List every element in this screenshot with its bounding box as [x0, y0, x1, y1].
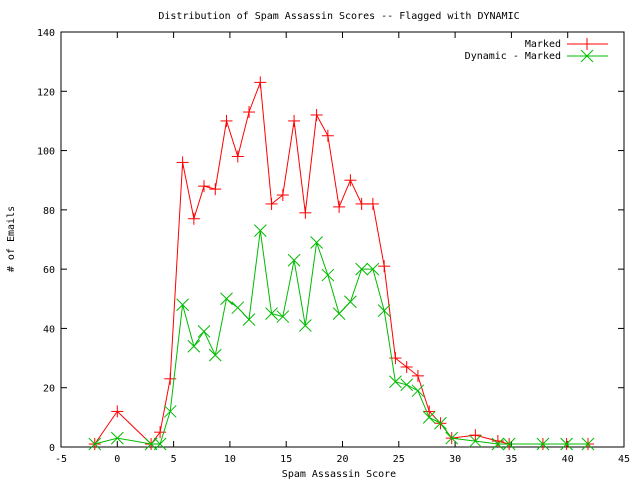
y-tick-label: 80	[43, 206, 55, 217]
series-2-point	[321, 268, 335, 282]
series-2-point	[298, 319, 312, 332]
series-1-point	[310, 109, 323, 121]
series-2-point	[536, 437, 550, 451]
x-axis: -5 0 5 10 15 20 25 30 35 40 45	[55, 32, 630, 465]
series-1-point	[423, 405, 436, 418]
series-2-point	[422, 411, 436, 424]
legend-label: Marked	[525, 39, 561, 50]
x-tick-label: 10	[224, 454, 236, 465]
x-axis-label: Spam Assassin Score	[282, 469, 396, 480]
series-1	[88, 76, 594, 451]
series-2-point	[332, 307, 346, 320]
series-1-point	[344, 174, 357, 187]
series-2-point	[176, 298, 189, 312]
series-1-point	[366, 197, 379, 210]
y-axis-label: # of Emails	[6, 206, 17, 272]
y-tick-label: 140	[37, 28, 55, 39]
series-1-point	[243, 106, 256, 119]
series-1-point	[111, 405, 124, 418]
series-1-point	[254, 76, 267, 89]
series-1-point	[321, 129, 334, 142]
chart-title: Distribution of Spam Assassin Scores -- …	[158, 11, 519, 22]
series-2-point	[187, 339, 201, 353]
series-1-point	[187, 212, 200, 225]
series-2-point	[581, 437, 595, 451]
series-2-point	[434, 416, 447, 430]
legend-label: Dynamic - Marked	[465, 51, 561, 62]
series-2-point	[287, 253, 301, 267]
series-2-point	[344, 295, 357, 309]
series-2-point	[310, 236, 323, 249]
series-2-point	[445, 431, 459, 445]
series-2-point	[276, 310, 290, 323]
series-2-point	[242, 313, 256, 326]
series-2-point	[469, 434, 482, 448]
y-tick-label: 40	[43, 324, 55, 335]
series-1-point	[411, 369, 424, 382]
series-2-line	[94, 230, 588, 445]
series-2-point	[197, 325, 211, 338]
x-tick-label: 15	[280, 454, 292, 465]
series-1-point	[220, 114, 233, 127]
series-1-point	[333, 200, 346, 213]
series-2-point	[355, 262, 368, 276]
series-1-point	[209, 183, 222, 196]
y-tick-label: 60	[43, 265, 55, 276]
series-1-point	[469, 429, 482, 442]
x-tick-label: 5	[171, 454, 177, 465]
series-2-point	[88, 437, 102, 451]
series-2-point	[377, 304, 391, 317]
series-2	[88, 224, 595, 451]
x-tick-label: 20	[336, 454, 348, 465]
y-tick-label: 100	[37, 147, 55, 158]
series-2-point	[144, 437, 158, 451]
series-2-point	[265, 307, 278, 320]
x-tick-label: 30	[449, 454, 461, 465]
x-tick-label: 35	[505, 454, 517, 465]
series-2-point	[491, 437, 505, 451]
series-2-point	[253, 224, 267, 237]
series-1-line	[94, 82, 588, 445]
series-2-point	[502, 437, 516, 451]
x-tick-label: -5	[55, 454, 67, 465]
x-tick-label: 25	[393, 454, 405, 465]
legend-swatch-marker	[580, 49, 594, 63]
series-1-point	[265, 197, 278, 210]
series-1-point	[231, 150, 244, 163]
series-2-point	[411, 384, 425, 398]
series-1-point	[400, 360, 413, 373]
series-1-point	[154, 426, 167, 439]
series-1-point	[288, 114, 301, 127]
series-2-point	[366, 262, 380, 276]
series-2-point	[389, 375, 402, 389]
series-1-point	[176, 156, 189, 169]
y-tick-label: 20	[43, 384, 55, 395]
y-tick-label: 0	[49, 443, 55, 454]
x-tick-label: 45	[618, 454, 630, 465]
series-1-point	[276, 189, 289, 202]
x-tick-label: 40	[562, 454, 574, 465]
series-2-point	[163, 405, 177, 418]
series-layer	[88, 76, 595, 451]
x-tick-label: 0	[114, 454, 120, 465]
series-2-point	[153, 437, 167, 451]
series-1-point	[355, 197, 368, 210]
series-1-point	[491, 435, 504, 448]
series-2-point	[560, 437, 573, 451]
y-axis: 0 20 40 60 80 100 120 140	[37, 28, 624, 454]
series-1-point	[378, 260, 391, 273]
series-2-point	[400, 378, 414, 392]
series-1-point	[299, 206, 312, 219]
series-2-point	[231, 301, 245, 315]
y-tick-label: 120	[37, 87, 55, 98]
series-2-point	[220, 292, 233, 306]
series-2-point	[110, 431, 124, 445]
plot-frame	[60, 31, 625, 448]
series-1-point	[198, 180, 211, 193]
series-2-point	[208, 348, 222, 362]
legend-swatch-marker	[581, 38, 593, 50]
